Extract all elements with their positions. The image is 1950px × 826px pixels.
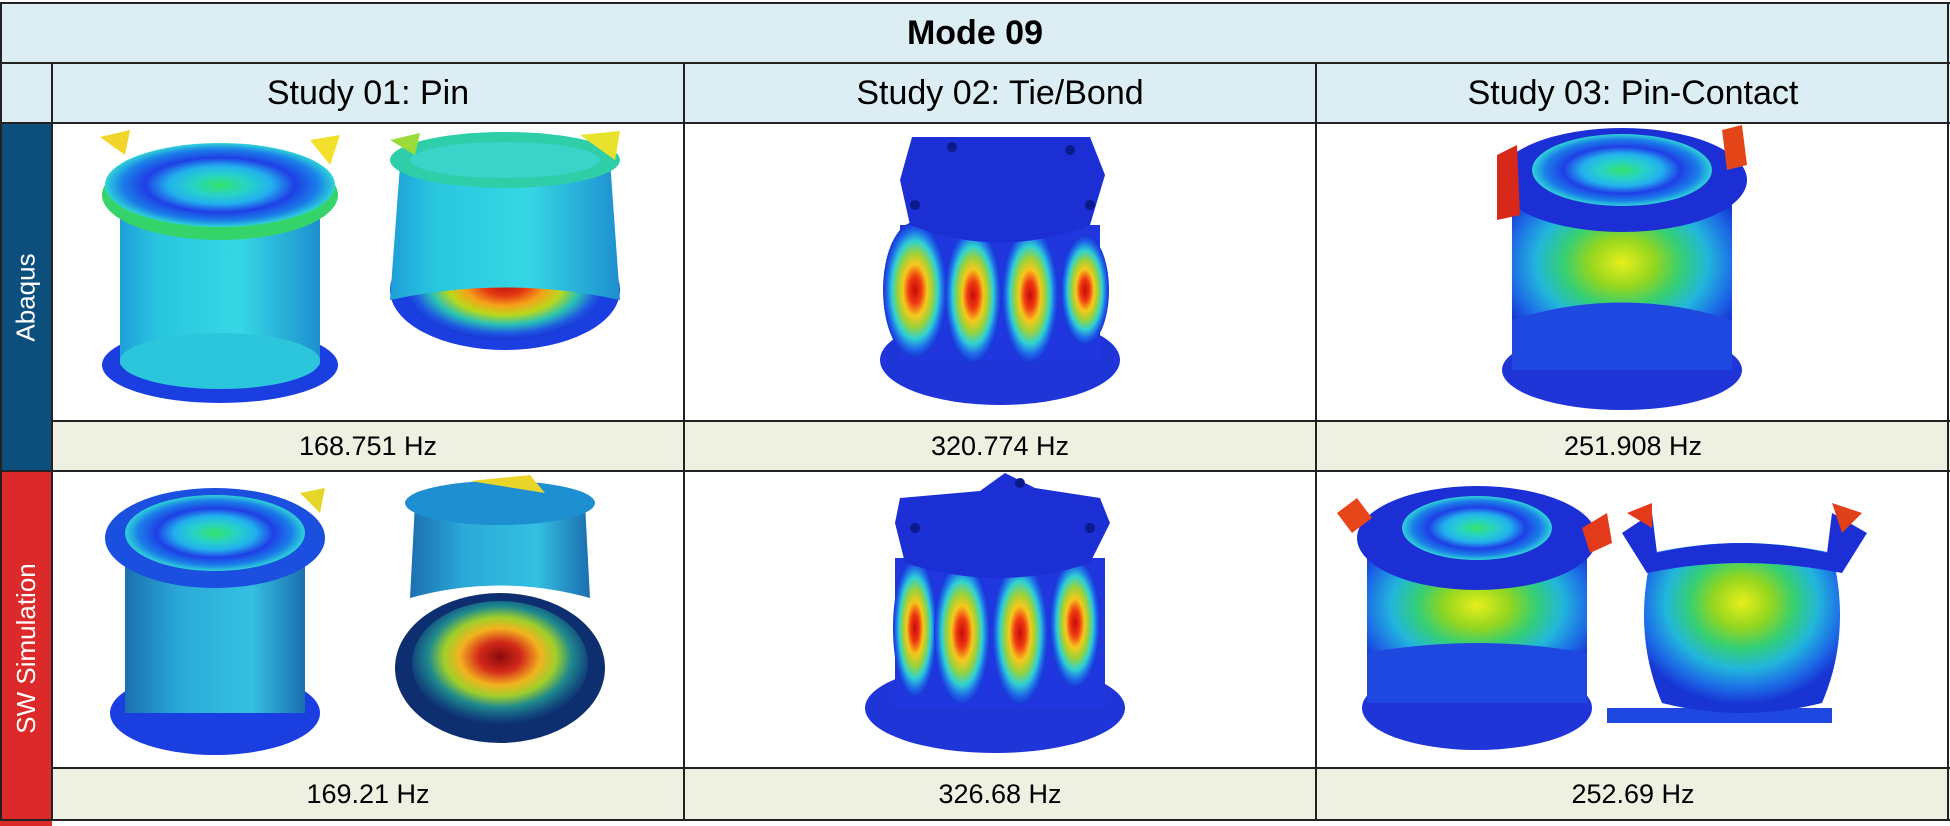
frequency-abaqus-study-01: 168.751 Hz (52, 421, 684, 471)
frequency-sw-study-02: 326.68 Hz (684, 768, 1316, 820)
abaqus-study-02-mode-shape (880, 137, 1120, 405)
sw-study-02-mode-shape (865, 473, 1125, 753)
frequency-abaqus-study-02: 320.774 Hz (684, 421, 1316, 471)
grid-line-title-bottom (0, 62, 1950, 64)
frequency-sw-study-01: 169.21 Hz (52, 768, 684, 820)
column-header-study-03: Study 03: Pin-Contact (1316, 63, 1950, 123)
table-title: Mode 09 (0, 3, 1950, 63)
grid-line-abaqus-freq-top (52, 420, 1950, 422)
row-label-abaqus: Abaqus (0, 123, 52, 471)
abaqus-study-03-mode-shape (1497, 125, 1747, 410)
column-header-study-01: Study 01: Pin (52, 63, 684, 123)
row-label-sw-simulation-text: SW Simulation (10, 563, 41, 734)
grid-line-right (1947, 2, 1949, 821)
grid-line-sw-freq-top (52, 767, 1950, 769)
grid-line-row-divider (0, 470, 1950, 472)
sw-study-01-mode-shape (105, 475, 605, 755)
frequency-sw-study-03: 252.69 Hz (1316, 768, 1950, 820)
abaqus-study-01-mode-shape (100, 130, 620, 403)
frequency-abaqus-study-03: 251.908 Hz (1316, 421, 1950, 471)
grid-line-top (0, 2, 1950, 4)
corner-cell (0, 63, 52, 123)
grid-line-col-1 (683, 62, 685, 821)
grid-line-left (0, 2, 2, 821)
sw-study-03-mode-shape (1337, 486, 1867, 750)
grid-line-col-2 (1315, 62, 1317, 821)
row-label-sw-simulation: SW Simulation (0, 471, 52, 826)
grid-line-header-bottom (0, 122, 1950, 124)
column-header-study-02: Study 02: Tie/Bond (684, 63, 1316, 123)
row-label-abaqus-text: Abaqus (10, 252, 41, 342)
grid-line-bottom (0, 819, 1950, 821)
grid-line-label-col (51, 62, 53, 821)
